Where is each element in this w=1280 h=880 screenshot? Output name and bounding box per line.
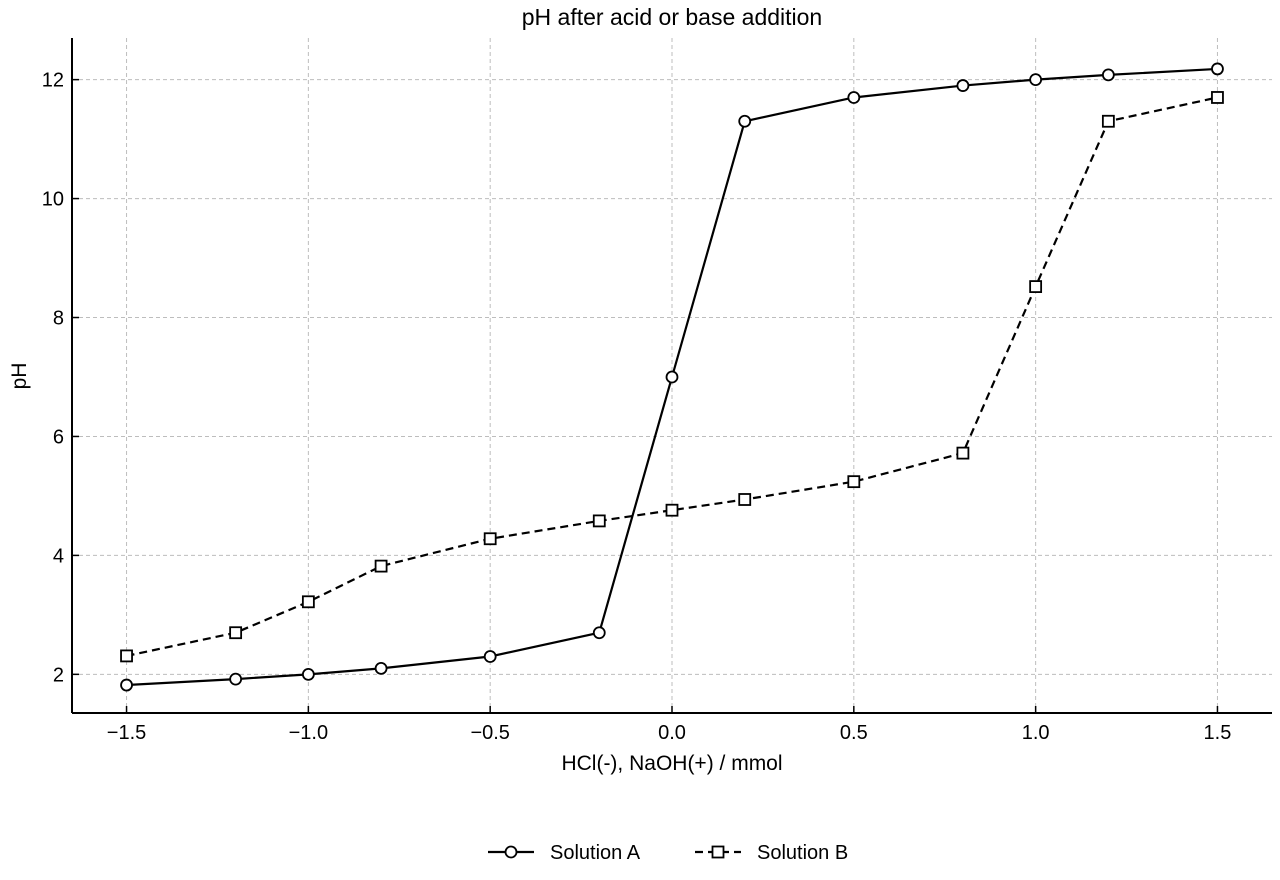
legend-item-1: Solution A xyxy=(488,842,641,864)
square-point xyxy=(374,559,388,573)
legend-marker xyxy=(504,845,518,859)
square-point xyxy=(301,595,315,609)
x-tick-label: 0.5 xyxy=(840,722,868,744)
square-point xyxy=(483,532,497,546)
y-tick-label: 10 xyxy=(42,189,64,211)
circle-point xyxy=(847,91,861,104)
circle-point xyxy=(301,667,315,681)
series xyxy=(120,62,1224,692)
x-tick-label: −0.5 xyxy=(470,722,509,744)
square-point xyxy=(956,446,970,460)
square-point xyxy=(1101,114,1115,128)
circle-point xyxy=(665,370,679,384)
square-point xyxy=(847,475,861,489)
y-tick-label: 8 xyxy=(53,308,64,330)
y-axis-label: pH xyxy=(8,363,31,390)
x-tick-label: −1.0 xyxy=(289,722,328,744)
circle-point xyxy=(592,626,606,640)
square-point xyxy=(1211,91,1224,104)
square-point xyxy=(592,514,606,528)
y-tick-label: 2 xyxy=(53,664,64,686)
chart-title: pH after acid or base addition xyxy=(522,4,822,30)
square-point xyxy=(229,626,243,640)
x-tick-label: 1.0 xyxy=(1022,722,1050,744)
circle-point xyxy=(738,114,752,128)
circle-point xyxy=(374,661,388,675)
legend-item-2: Solution B xyxy=(695,842,848,864)
circle-point xyxy=(1029,73,1043,87)
x-tick-label: 1.5 xyxy=(1204,722,1232,744)
legend-label: Solution B xyxy=(757,842,848,864)
grid xyxy=(72,38,1272,713)
x-tick-label: 0.0 xyxy=(658,722,686,744)
x-axis-label: HCl(-), NaOH(+) / mmol xyxy=(561,752,782,775)
square-point xyxy=(120,649,133,663)
x-tick-label: −1.5 xyxy=(107,722,146,744)
square-point xyxy=(1029,280,1043,293)
series-1 xyxy=(120,62,1224,692)
circle-point xyxy=(483,650,497,663)
square-point xyxy=(665,503,679,517)
legend: Solution A Solution B xyxy=(488,842,848,864)
y-tick-label: 6 xyxy=(53,426,64,448)
series-2 xyxy=(120,91,1224,663)
legend-marker xyxy=(711,845,725,859)
y-tick-label: 4 xyxy=(53,545,64,567)
circle-point xyxy=(1211,62,1224,76)
square-point xyxy=(738,493,752,506)
legend-label: Solution A xyxy=(550,842,641,864)
circle-point xyxy=(1101,68,1115,82)
circle-point xyxy=(120,678,133,692)
circle-point xyxy=(229,672,243,686)
axes: −1.5 −1.0 −0.5 0.0 0.5 1.0 1.5 2 4 6 8 10 12 xyxy=(42,38,1272,744)
circle-point xyxy=(956,79,970,92)
y-tick-label: 12 xyxy=(42,70,64,92)
